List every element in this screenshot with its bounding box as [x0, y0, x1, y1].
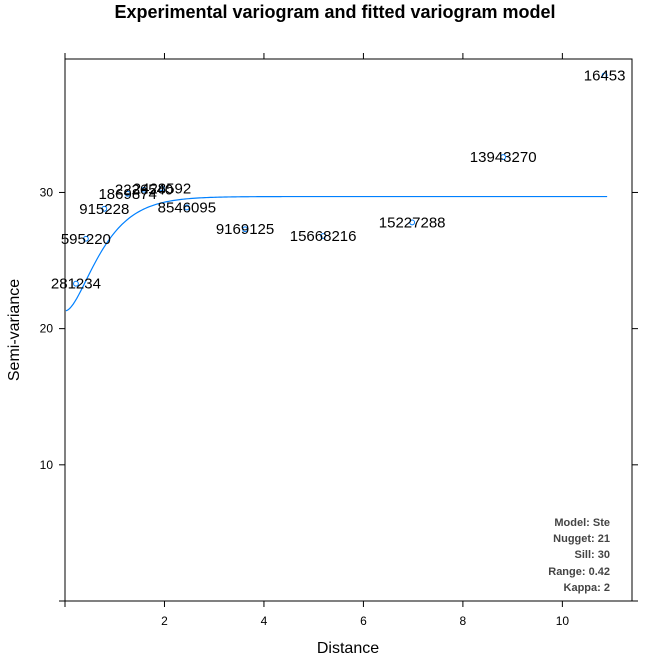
data-point: [159, 185, 165, 192]
x-tick-label: 2: [161, 614, 168, 628]
fitted-model-line: [65, 195, 608, 312]
data-label: 281234: [51, 276, 101, 293]
data-label: 8546095: [158, 199, 216, 216]
x-axis-label: Distance: [317, 640, 379, 657]
data-point: [82, 235, 89, 242]
data-point: [242, 226, 248, 233]
x-tick-label: 4: [261, 614, 268, 628]
x-tick-label: 6: [360, 614, 367, 628]
x-tick-label: 10: [556, 614, 570, 628]
range-annotation: Range: 0.42: [548, 566, 610, 578]
chart-title: Experimental variogram and fitted variog…: [114, 2, 555, 22]
data-point: [320, 233, 327, 239]
data-point: [601, 72, 608, 79]
kappa-annotation: Kappa: 2: [564, 582, 610, 594]
data-label: 15668216: [290, 228, 357, 245]
axis-ticks: 2 4 6 8 10 10 20 30: [40, 53, 638, 628]
data-label: 2428592: [133, 180, 191, 197]
model-parameters: Model: Ste Nugget: 21 Sill: 30 Range: 0.…: [548, 517, 610, 594]
data-point: [73, 280, 79, 287]
data-point: [124, 190, 131, 197]
y-tick-label: 10: [40, 458, 54, 472]
data-point: [101, 205, 108, 212]
nugget-annotation: Nugget: 21: [553, 533, 610, 545]
data-label: 13943270: [470, 149, 537, 166]
plot-frame: [64, 58, 633, 602]
sill-annotation: Sill: 30: [575, 549, 610, 561]
data-label: 1869874: [98, 186, 156, 203]
y-tick-label: 20: [40, 322, 54, 336]
data-point: [500, 154, 507, 160]
y-tick-label: 30: [40, 185, 54, 199]
data-point: [183, 204, 190, 211]
data-label: 915228: [79, 201, 129, 218]
data-point: [409, 219, 416, 226]
experimental-points-layer: [73, 72, 608, 287]
model-type-annotation: Model: Ste: [554, 517, 610, 529]
data-label: 15227288: [379, 214, 446, 231]
x-tick-label: 8: [460, 614, 467, 628]
data-label: 595220: [61, 231, 111, 248]
data-label: 2226540: [115, 182, 173, 199]
data-point: [141, 186, 147, 193]
y-axis-label: Semi-variance: [6, 279, 23, 381]
data-label: 16453: [584, 67, 626, 84]
data-label: 9169125: [216, 221, 274, 238]
fitted-model-layer: [65, 195, 608, 312]
